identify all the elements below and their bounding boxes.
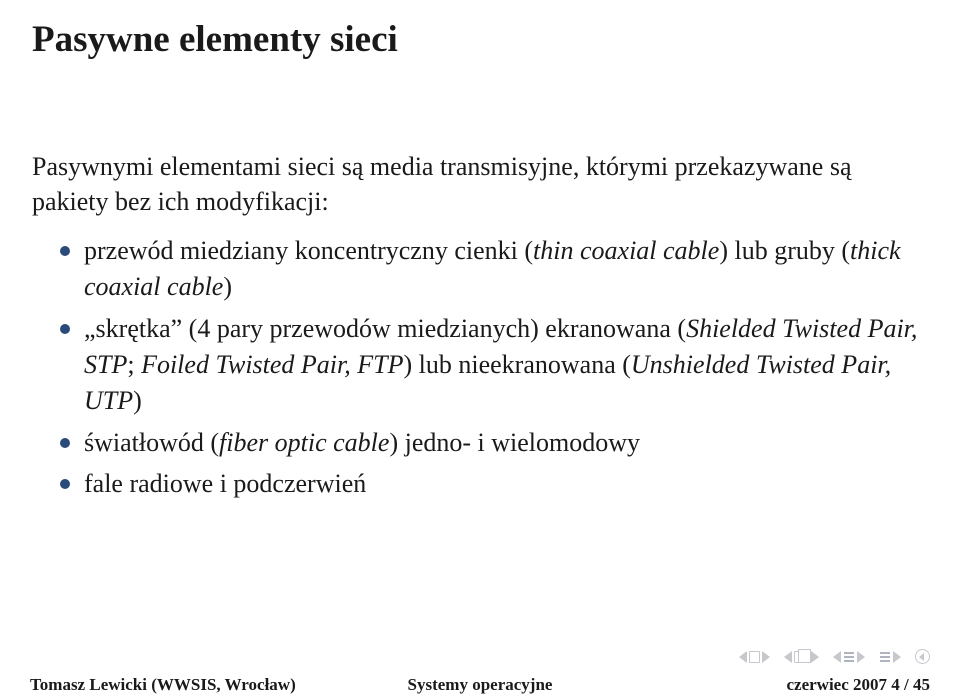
bullet-list: przewód miedziany koncentryczny cienki (…: [32, 233, 928, 502]
nav-prev-slide[interactable]: [739, 651, 770, 663]
bars-icon: [844, 652, 854, 662]
frames-icon: [794, 651, 805, 663]
text: fale radiowe i podczerwień: [84, 469, 366, 498]
text-italic: thin coaxial cable: [533, 236, 719, 265]
slide: Pasywne elementy sieci Pasywnymi element…: [0, 0, 960, 700]
text: ) jedno- i wielomodowy: [389, 428, 640, 457]
text: „skrętka” (4 pary przewodów miedzianych)…: [84, 314, 686, 343]
list-item: przewód miedziany koncentryczny cienki (…: [60, 233, 928, 305]
text-italic: fiber optic cable: [219, 428, 389, 457]
footer-page: czerwiec 2007 4 / 45: [787, 675, 931, 695]
text-italic: Foiled Twisted Pair, FTP: [141, 350, 403, 379]
footer-author: Tomasz Lewicki (WWSIS, Wrocław): [30, 675, 296, 695]
text: ;: [127, 350, 141, 379]
nav-prev-section[interactable]: [784, 651, 819, 663]
text: ) lub gruby (: [719, 236, 850, 265]
nav-bars[interactable]: [879, 651, 901, 663]
frame-icon: [749, 651, 760, 663]
text: światłowód (: [84, 428, 219, 457]
text: przewód miedziany koncentryczny cienki (: [84, 236, 533, 265]
next-icon: [762, 651, 770, 663]
prev-icon: [784, 651, 792, 663]
nav-controls: [739, 649, 930, 664]
text: ): [223, 272, 232, 301]
footer: Tomasz Lewicki (WWSIS, Wrocław) Systemy …: [0, 670, 960, 700]
footer-title: Systemy operacyjne: [408, 675, 553, 695]
nav-back-circle[interactable]: [915, 649, 930, 664]
next-icon: [893, 651, 901, 663]
bars-icon: [880, 652, 890, 662]
next-icon: [811, 651, 819, 663]
slide-title: Pasywne elementy sieci: [32, 18, 928, 61]
text: ) lub nieekranowana (: [404, 350, 631, 379]
list-item: „skrętka” (4 pary przewodów miedzianych)…: [60, 311, 928, 419]
intro-text: Pasywnymi elementami sieci są media tran…: [32, 149, 928, 219]
text: ): [133, 386, 142, 415]
nav-prev-subsection[interactable]: [833, 651, 865, 663]
list-item: światłowód (fiber optic cable) jedno- i …: [60, 425, 928, 461]
list-item: fale radiowe i podczerwień: [60, 466, 928, 502]
next-icon: [857, 651, 865, 663]
prev-icon: [833, 651, 841, 663]
prev-icon: [739, 651, 747, 663]
